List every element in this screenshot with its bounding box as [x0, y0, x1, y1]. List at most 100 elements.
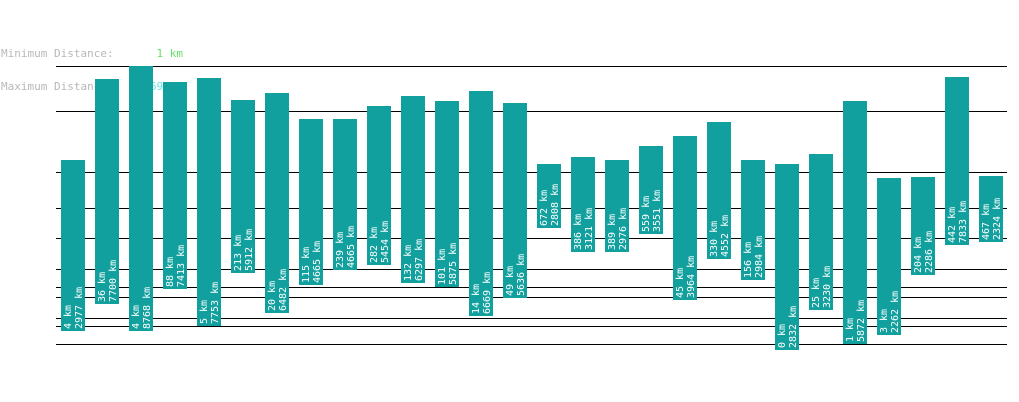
bar [435, 101, 459, 287]
bar-max-label: 3551 km [652, 190, 663, 232]
bar-min-label: 4 km [131, 305, 142, 329]
bar-min-label: 101 km [437, 249, 448, 285]
bar-max-label: 6669 km [482, 272, 493, 314]
bar-group: 45 km 3964 km [673, 136, 697, 300]
bar-max-label: 7833 km [958, 201, 969, 243]
bar-group: 3 km 2262 km [877, 178, 901, 335]
bar [945, 77, 969, 245]
bar-group: 88 km 7413 km [163, 82, 187, 289]
bar-max-label: 5912 km [244, 229, 255, 271]
bar-max-label: 5875 km [448, 243, 459, 285]
bar-max-label: 6482 km [278, 269, 289, 311]
bar-group: 467 km 2324 km [979, 176, 1003, 242]
bar-max-label: 6297 km [414, 239, 425, 281]
min-distance-row: Minimum Distance: 1 km [1, 48, 183, 59]
bar-group: 101 km 5875 km [435, 101, 459, 287]
bar-group: 389 km 2976 km [605, 160, 629, 252]
bar-min-label: 45 km [675, 268, 686, 298]
bar-group: 442 km 7833 km [945, 77, 969, 245]
bar [367, 106, 391, 265]
bar-max-label: 7413 km [176, 245, 187, 287]
bar-min-label: 239 km [335, 232, 346, 268]
bar-min-label: 213 km [233, 235, 244, 271]
bar-min-label: 115 km [301, 247, 312, 283]
min-distance-label: Minimum Distance: [1, 47, 114, 60]
bar-max-label: 3230 km [822, 266, 833, 308]
min-distance-value: 1 km [156, 47, 184, 60]
max-distance-label: Maximum Distance: [1, 80, 114, 93]
bar-max-label: 2262 km [890, 291, 901, 333]
bar [673, 136, 697, 300]
bar [129, 66, 153, 331]
bar-min-label: 389 km [607, 214, 618, 250]
bar [469, 91, 493, 316]
bar-group: 115 km 4665 km [299, 119, 323, 285]
bar-min-label: 1 km [845, 318, 856, 342]
bar-min-label: 386 km [573, 214, 584, 250]
bar-max-label: 4665 km [346, 226, 357, 268]
bar [537, 164, 561, 228]
bar-group: 4 km 8768 km [129, 66, 153, 331]
bar-group: 4 km 2977 km [61, 160, 85, 331]
bar-min-label: 672 km [539, 190, 550, 226]
bar-min-label: 0 km [777, 324, 788, 348]
bar [163, 82, 187, 289]
bar [95, 79, 119, 304]
bar [503, 103, 527, 298]
bar-max-label: 2324 km [992, 198, 1003, 240]
bar-group: 20 km 6482 km [265, 93, 289, 313]
bar-group: 0 km 2832 km [775, 164, 799, 350]
bar-group: 386 km 3121 km [571, 157, 595, 252]
bar-min-label: 132 km [403, 245, 414, 281]
bar-max-label: 2976 km [618, 208, 629, 250]
bar [741, 160, 765, 280]
bar-max-label: 2286 km [924, 231, 935, 273]
bar-max-label: 5454 km [380, 221, 391, 263]
bar-min-label: 36 km [97, 272, 108, 302]
bar-group: 156 km 2984 km [741, 160, 765, 280]
bar-group: 672 km 2808 km [537, 164, 561, 228]
bar-max-label: 2832 km [788, 306, 799, 348]
bar [265, 93, 289, 313]
bar-min-label: 20 km [267, 281, 278, 311]
bar-max-label: 7753 km [210, 282, 221, 324]
bar-min-label: 442 km [947, 207, 958, 243]
bar [877, 178, 901, 335]
bar-max-label: 2977 km [74, 287, 85, 329]
bar-group: 5 km 7753 km [197, 78, 221, 326]
bar-max-label: 3121 km [584, 208, 595, 250]
bar-min-label: 204 km [913, 237, 924, 273]
bar [197, 78, 221, 326]
bar-min-label: 14 km [471, 284, 482, 314]
bar [979, 176, 1003, 242]
bar [299, 119, 323, 285]
bar [911, 177, 935, 275]
bar-max-label: 4665 km [312, 241, 323, 283]
bar-group: 132 km 6297 km [401, 96, 425, 283]
bar-group: 282 km 5454 km [367, 106, 391, 265]
bar-group: 204 km 2286 km [911, 177, 935, 275]
bar-group: 36 km 7700 km [95, 79, 119, 304]
bar [571, 157, 595, 252]
bar-min-label: 3 km [879, 309, 890, 333]
bar-group: 330 km 4552 km [707, 122, 731, 259]
bar-group: 49 km 5636 km [503, 103, 527, 298]
bar-min-label: 5 km [199, 300, 210, 324]
bar-max-label: 4552 km [720, 215, 731, 257]
bar-max-label: 5636 km [516, 254, 527, 296]
bar-group: 1 km 5872 km [843, 101, 867, 344]
bar-min-label: 282 km [369, 227, 380, 263]
bar [605, 160, 629, 252]
bar [61, 160, 85, 331]
bar [775, 164, 799, 350]
bar-min-label: 156 km [743, 242, 754, 278]
bar-max-label: 8768 km [142, 287, 153, 329]
bar [333, 119, 357, 270]
bar [639, 146, 663, 234]
bar-min-label: 330 km [709, 221, 720, 257]
bar-max-label: 3964 km [686, 256, 697, 298]
bar-min-label: 49 km [505, 266, 516, 296]
bar-min-label: 88 km [165, 257, 176, 287]
